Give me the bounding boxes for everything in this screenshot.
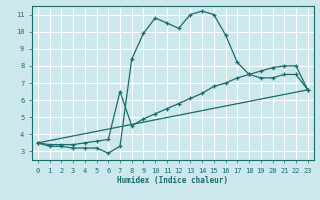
X-axis label: Humidex (Indice chaleur): Humidex (Indice chaleur) (117, 176, 228, 185)
